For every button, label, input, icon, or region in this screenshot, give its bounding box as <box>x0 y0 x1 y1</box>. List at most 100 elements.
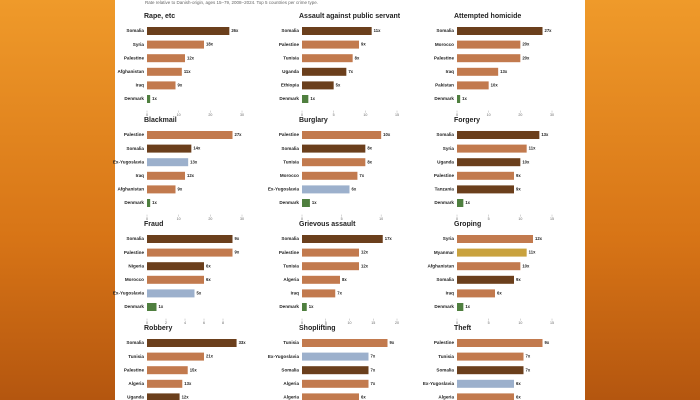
bar <box>302 27 372 35</box>
category-label: Iraq <box>136 83 145 88</box>
category-label: Somalia <box>281 236 299 241</box>
value-label: 12x <box>187 55 195 60</box>
value-label: 13x <box>541 132 549 137</box>
category-label: Denmark <box>279 200 299 205</box>
bar <box>457 171 514 180</box>
value-label: 20x <box>522 55 530 60</box>
panel-title: Blackmail <box>144 117 177 124</box>
value-label: 1x <box>310 96 315 101</box>
bar <box>457 27 543 35</box>
x-tick-label: 20 <box>395 321 399 325</box>
value-label: 1x <box>159 304 164 309</box>
category-label: Somalia <box>436 28 454 33</box>
x-tick-label: 10 <box>379 217 383 221</box>
value-label: 9x <box>545 340 550 345</box>
bar <box>147 275 204 284</box>
x-tick-label: 15 <box>550 321 554 325</box>
value-label: 1x <box>462 96 467 101</box>
x-tick-label: 30 <box>240 113 244 117</box>
value-label: 12x <box>361 250 369 255</box>
category-label: Tunisia <box>128 354 144 359</box>
bar <box>457 199 464 207</box>
category-label: Tunisia <box>283 55 299 60</box>
x-tick-label: 15 <box>550 217 554 221</box>
x-tick-label: 20 <box>518 113 522 117</box>
value-label: 15x <box>190 367 198 372</box>
bar <box>147 366 188 375</box>
x-tick-label: 10 <box>348 321 352 325</box>
x-tick-label: 15 <box>371 321 375 325</box>
value-label: 12x <box>182 395 190 400</box>
value-label: 10x <box>522 263 530 268</box>
category-label: Ex-Yugoslavia <box>423 381 455 386</box>
category-label: Uganda <box>282 69 299 74</box>
bar <box>302 339 388 347</box>
x-tick-label: 2 <box>165 321 167 325</box>
x-tick-label: 0 <box>146 321 148 325</box>
panel-title: Forgery <box>454 117 480 124</box>
panel-title: Burglary <box>299 117 328 124</box>
value-label: 6x <box>352 187 357 192</box>
category-label: Afghanistan <box>427 263 454 268</box>
bar <box>302 352 369 361</box>
bar <box>302 95 309 103</box>
x-tick-label: 8 <box>222 321 224 325</box>
bar <box>457 54 521 63</box>
x-tick-label: 10 <box>177 113 181 117</box>
bar <box>147 171 185 180</box>
bar <box>457 262 521 271</box>
category-label: Somalia <box>126 28 144 33</box>
panel <box>115 0 585 400</box>
value-label: 1x <box>309 304 314 309</box>
panel-title: Fraud <box>144 221 163 228</box>
value-label: 9x <box>178 83 183 88</box>
bar <box>147 144 192 153</box>
bar <box>457 339 543 347</box>
category-label: Morocco <box>280 173 299 178</box>
bar <box>302 275 340 284</box>
bar <box>147 81 176 90</box>
panel-title: Attempted homicide <box>454 13 521 20</box>
category-label: Tunisia <box>283 159 299 164</box>
bar <box>147 40 204 49</box>
x-tick-label: 15 <box>395 113 399 117</box>
category-label: Iraq <box>446 291 455 296</box>
category-label: Denmark <box>279 96 299 101</box>
value-label: 1x <box>312 200 317 205</box>
category-label: Nigeria <box>128 263 144 268</box>
category-label: Somalia <box>281 146 299 151</box>
value-label: 13x <box>184 381 192 386</box>
x-tick-label: 5 <box>325 321 327 325</box>
panel-title: Theft <box>454 325 472 332</box>
category-label: Palestine <box>124 132 145 137</box>
bar <box>147 235 233 243</box>
value-label: 5x <box>197 291 202 296</box>
bar <box>147 352 204 361</box>
category-label: Somalia <box>436 277 454 282</box>
value-label: 11x <box>529 250 536 255</box>
x-tick-label: 0 <box>456 113 458 117</box>
value-label: 20x <box>522 42 530 47</box>
category-label: Denmark <box>124 304 144 309</box>
value-label: 12x <box>187 173 195 178</box>
category-label: Myanmar <box>434 250 454 255</box>
bar <box>457 275 514 284</box>
x-tick-label: 0 <box>146 113 148 117</box>
category-label: Ex-Yugoslavia <box>113 159 145 164</box>
x-tick-label: 10 <box>363 113 367 117</box>
bar <box>302 379 369 388</box>
category-label: Palestine <box>279 250 300 255</box>
value-label: 7x <box>526 354 531 359</box>
category-label: Algeria <box>283 395 299 400</box>
category-label: Palestine <box>434 173 455 178</box>
value-label: 5x <box>336 83 341 88</box>
category-label: Iraq <box>446 69 455 74</box>
bar <box>457 303 464 311</box>
bar <box>457 95 461 103</box>
value-label: 1x <box>152 200 157 205</box>
category-label: Palestine <box>279 42 300 47</box>
panel-title: Robbery <box>144 325 173 332</box>
bar <box>147 303 157 311</box>
bar <box>302 393 359 400</box>
bar <box>302 54 353 63</box>
